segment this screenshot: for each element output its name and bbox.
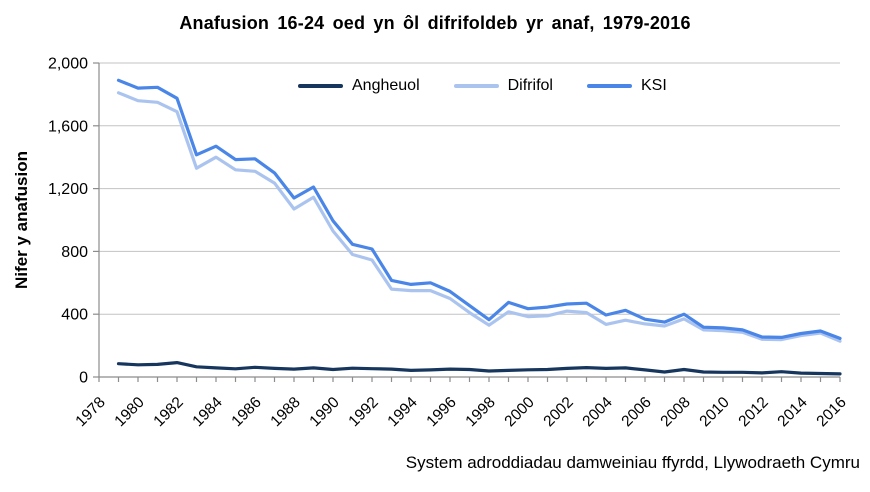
legend-item-difrifol: Difrifol: [453, 77, 553, 95]
x-tick-label: 1986: [228, 394, 264, 430]
x-tick-label: 1982: [150, 394, 186, 430]
x-tick-label: 2016: [813, 394, 849, 430]
legend-item-angheuol: Angheuol: [298, 77, 420, 95]
legend-line-swatch-angheuol: [298, 84, 343, 88]
legend-label-ksi: KSI: [640, 77, 667, 94]
legend-line-swatch-ksi: [586, 84, 632, 88]
y-tick-label: 0: [79, 370, 88, 387]
x-tick-label: 1980: [111, 394, 148, 431]
legend-item-ksi: KSI: [586, 77, 667, 95]
x-tick-label: 1988: [267, 394, 303, 430]
series-line-angheuol: [116, 361, 842, 376]
legend-label-difrifol: Difrifol: [507, 77, 553, 94]
x-tick-label: 1998: [462, 394, 498, 430]
series-line-difrifol: [116, 91, 842, 343]
chart-title: Anafusion 16-24 oed yn ôl difrifoldeb yr…: [179, 13, 691, 33]
x-tick-label: 2002: [540, 394, 576, 430]
y-tick-label: 2,000: [48, 56, 88, 73]
y-tick-label: 1,200: [48, 181, 88, 198]
y-tick-label: 1,600: [48, 118, 88, 135]
x-tick-label: 1992: [345, 394, 381, 430]
x-tick-label: 1978: [72, 394, 108, 430]
x-tick-label: 2012: [735, 394, 771, 430]
series-line-ksi: [116, 78, 842, 340]
x-tick-label: 1996: [423, 394, 459, 430]
x-tick-label: 2004: [579, 394, 616, 431]
x-tick-label: 1994: [384, 394, 421, 431]
x-tick-label: 1984: [189, 394, 226, 431]
legend: Angheuol Difrifol KSI: [298, 77, 667, 95]
legend-line-swatch-difrifol: [453, 84, 499, 88]
x-tick-label: 2014: [774, 394, 811, 431]
y-tick-label: 800: [61, 244, 88, 261]
y-tick-label: 400: [61, 307, 88, 324]
x-tick-label: 2006: [618, 394, 654, 430]
x-tick-label: 2008: [657, 394, 693, 430]
source-note: System adroddiadau damweiniau ffyrdd, Ll…: [405, 453, 860, 472]
x-tick-label: 1990: [306, 394, 343, 431]
x-tick-label: 2000: [501, 394, 538, 431]
legend-label-angheuol: Angheuol: [352, 77, 420, 94]
x-tick-label: 2010: [696, 394, 733, 431]
